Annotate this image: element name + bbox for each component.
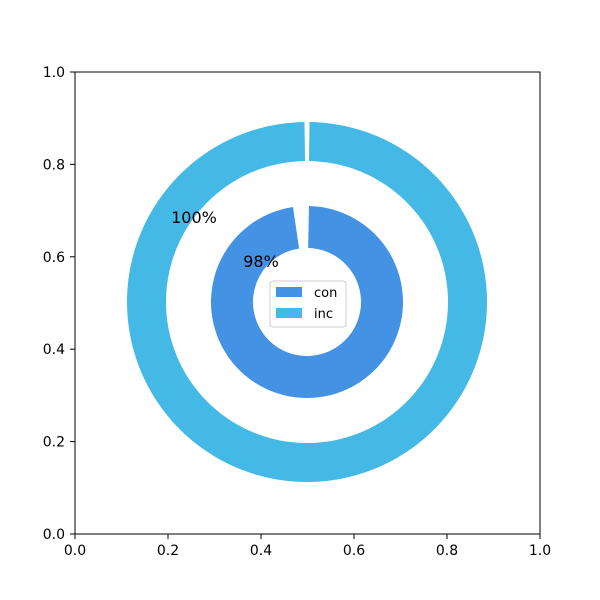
x-tick-label: 1.0 <box>529 543 551 559</box>
legend-swatch-inc <box>276 308 302 318</box>
donut-rings <box>127 122 487 482</box>
legend-swatch-con <box>276 287 302 297</box>
y-tick-label: 0.0 <box>43 527 65 543</box>
x-tick-label: 0.4 <box>250 543 272 559</box>
y-tick-label: 0.4 <box>43 342 65 358</box>
legend-label-con: con <box>314 286 337 301</box>
legend: con inc <box>269 280 347 328</box>
inner-ring-percent-label: 98% <box>243 252 279 271</box>
x-tick-label: 0.6 <box>343 543 365 559</box>
x-tick-labels: 0.0 0.2 0.4 0.6 0.8 1.0 <box>64 543 551 559</box>
x-tick-marks <box>74 534 541 539</box>
y-tick-label: 0.2 <box>43 435 65 451</box>
y-tick-marks <box>70 71 75 535</box>
inner-ring-wedge-con <box>210 206 403 399</box>
outer-ring-percent-label: 100% <box>171 208 217 227</box>
axes-frame <box>74 71 541 535</box>
x-tick-label: 0.2 <box>157 543 179 559</box>
y-tick-label: 1.0 <box>43 65 65 81</box>
y-tick-labels: 0.0 0.2 0.4 0.6 0.8 1.0 <box>43 65 65 543</box>
x-tick-label: 0.0 <box>64 543 86 559</box>
x-tick-label: 0.8 <box>436 543 458 559</box>
y-tick-label: 0.6 <box>43 250 65 266</box>
y-tick-label: 0.8 <box>43 157 65 173</box>
legend-label-inc: inc <box>314 307 333 322</box>
